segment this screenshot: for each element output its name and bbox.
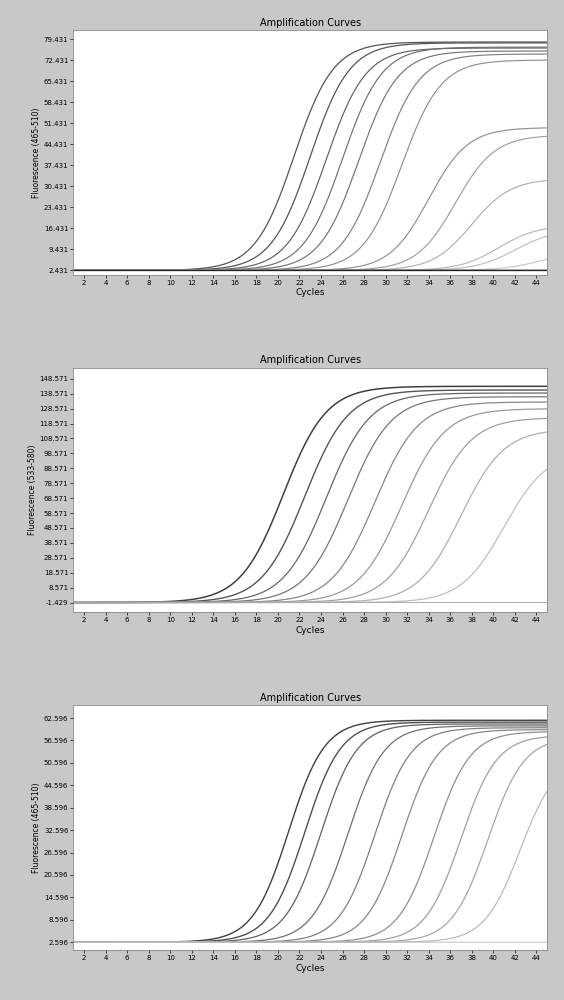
Y-axis label: Fluorescence (465-510): Fluorescence (465-510) — [32, 107, 41, 198]
X-axis label: Cycles: Cycles — [296, 626, 325, 635]
Title: Amplification Curves: Amplification Curves — [259, 693, 361, 703]
X-axis label: Cycles: Cycles — [296, 964, 325, 973]
Y-axis label: Fluorescence (465-510): Fluorescence (465-510) — [32, 782, 41, 873]
Y-axis label: Fluorescence (533-580): Fluorescence (533-580) — [28, 445, 37, 535]
Title: Amplification Curves: Amplification Curves — [259, 355, 361, 365]
Title: Amplification Curves: Amplification Curves — [259, 18, 361, 28]
X-axis label: Cycles: Cycles — [296, 288, 325, 297]
